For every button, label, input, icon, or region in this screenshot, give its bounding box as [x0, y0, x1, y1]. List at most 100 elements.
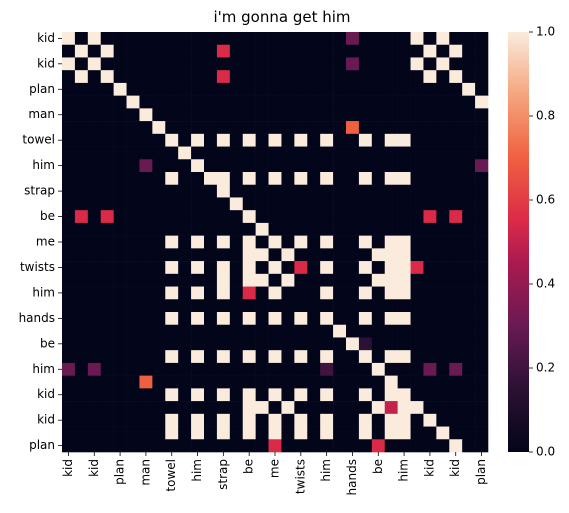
- heatmap-cell: [268, 82, 282, 96]
- heatmap-cell: [216, 32, 231, 46]
- heatmap-cell: [449, 159, 463, 173]
- heatmap-cell: [268, 95, 282, 109]
- heatmap-cell: [410, 286, 424, 300]
- heatmap-cell: [126, 44, 140, 58]
- heatmap-cell: [255, 312, 269, 326]
- heatmap-cell: [62, 108, 76, 122]
- heatmap-cell: [371, 362, 386, 376]
- heatmap-cell: [333, 197, 347, 211]
- heatmap-cell: [87, 159, 102, 173]
- heatmap-cell: [229, 248, 244, 262]
- heatmap-cell: [423, 273, 437, 287]
- heatmap-cell: [87, 375, 102, 389]
- heatmap-cell: [126, 121, 140, 135]
- heatmap-cell: [358, 286, 373, 300]
- heatmap-cell: [397, 439, 411, 453]
- heatmap-cell: [462, 57, 476, 71]
- heatmap-cell: [449, 146, 463, 160]
- heatmap-cell: [126, 401, 140, 415]
- heatmap-cell: [87, 312, 102, 326]
- heatmap-cell: [242, 108, 256, 122]
- heatmap-cell: [62, 222, 76, 236]
- heatmap-cell: [320, 44, 334, 58]
- heatmap-cell: [346, 324, 360, 338]
- heatmap-cell: [62, 299, 76, 313]
- heatmap-cell: [475, 159, 489, 173]
- heatmap-cell: [397, 222, 411, 236]
- heatmap-cell: [178, 362, 192, 376]
- heatmap-cell: [423, 82, 437, 96]
- heatmap-cell: [74, 235, 89, 249]
- heatmap-cell: [139, 184, 153, 198]
- heatmap-cell: [281, 299, 295, 313]
- heatmap-cell: [74, 133, 89, 147]
- heatmap-cell: [294, 159, 308, 173]
- heatmap-cell: [320, 32, 334, 46]
- heatmap-cell: [384, 261, 398, 275]
- heatmap-cell: [178, 159, 192, 173]
- heatmap-cell: [397, 184, 411, 198]
- heatmap-cell: [178, 184, 192, 198]
- heatmap-cell: [371, 70, 386, 84]
- heatmap-cell: [204, 133, 218, 147]
- heatmap-cell: [475, 413, 489, 427]
- heatmap-cell: [423, 146, 437, 160]
- heatmap-cell: [320, 312, 334, 326]
- heatmap-cell: [281, 261, 295, 275]
- heatmap-cell: [423, 44, 437, 58]
- y-tick-label: man: [28, 107, 55, 121]
- heatmap-cell: [152, 44, 166, 58]
- heatmap-cell: [410, 248, 424, 262]
- heatmap-cell: [449, 299, 463, 313]
- heatmap-cell: [126, 388, 140, 402]
- heatmap-cell: [255, 146, 269, 160]
- x-tick-label: twists: [293, 459, 307, 494]
- heatmap-cell: [462, 426, 476, 440]
- heatmap-cell: [204, 261, 218, 275]
- heatmap-cell: [204, 146, 218, 160]
- heatmap-cell: [423, 426, 437, 440]
- heatmap-cell: [191, 388, 205, 402]
- heatmap-cell: [281, 350, 295, 364]
- y-tick-label: him: [32, 362, 55, 376]
- heatmap-cell: [268, 413, 282, 427]
- heatmap-cell: [216, 121, 231, 135]
- heatmap-cell: [358, 312, 373, 326]
- heatmap-cell: [178, 32, 192, 46]
- heatmap-cell: [320, 401, 334, 415]
- heatmap-cell: [74, 248, 89, 262]
- heatmap-cell: [423, 248, 437, 262]
- heatmap-cell: [242, 286, 256, 300]
- heatmap-cell: [139, 57, 153, 71]
- heatmap-cell: [371, 197, 386, 211]
- x-axis-ticks: kid kid plan man towel him strap be me twists him h…: [61, 452, 488, 495]
- heatmap-cell: [268, 273, 282, 287]
- heatmap-cell: [462, 337, 476, 351]
- heatmap-cell: [152, 413, 166, 427]
- heatmap-cell: [229, 273, 244, 287]
- x-tick-label: kid: [448, 459, 462, 477]
- heatmap-cell: [204, 70, 218, 84]
- heatmap-cell: [307, 261, 321, 275]
- heatmap-cell: [191, 401, 205, 415]
- heatmap-cell: [100, 261, 114, 275]
- heatmap-cell: [462, 312, 476, 326]
- heatmap-cell: [358, 82, 373, 96]
- heatmap-cell: [307, 210, 321, 224]
- heatmap-cell: [268, 248, 282, 262]
- heatmap-cell: [358, 44, 373, 58]
- heatmap-cell: [371, 95, 386, 109]
- heatmap-cell: [165, 261, 179, 275]
- heatmap-cell: [294, 57, 308, 71]
- heatmap-cell: [100, 121, 114, 135]
- heatmap-cell: [100, 57, 114, 71]
- heatmap-cell: [191, 439, 205, 453]
- heatmap-cell: [397, 108, 411, 122]
- heatmap-cell: [255, 401, 269, 415]
- heatmap-cell: [281, 248, 295, 262]
- heatmap-cell: [87, 401, 102, 415]
- heatmap-cell: [191, 362, 205, 376]
- heatmap-cell: [165, 121, 179, 135]
- heatmap-cell: [346, 121, 360, 135]
- heatmap-cell: [242, 222, 256, 236]
